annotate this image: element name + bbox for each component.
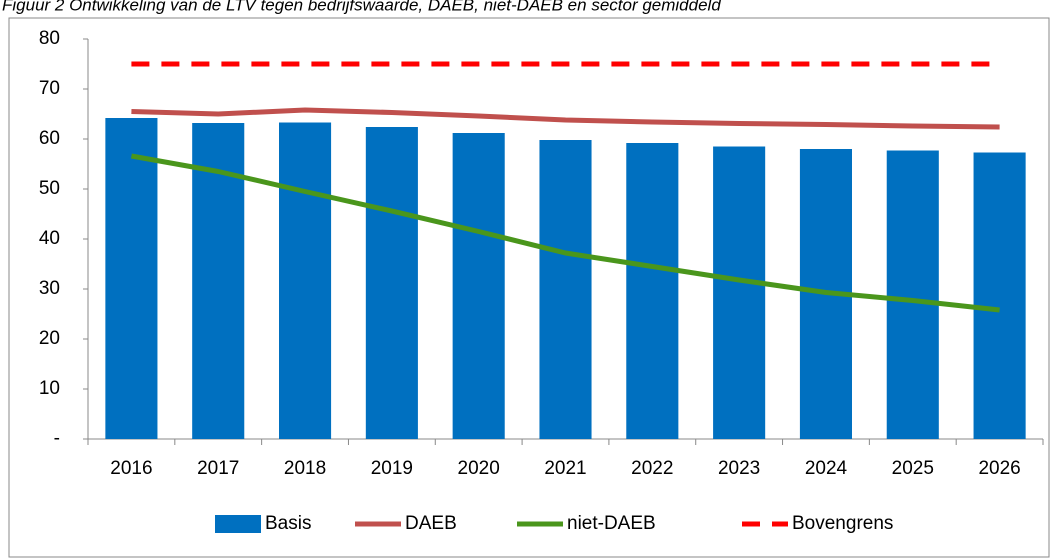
y-tick-label: 20 [39, 328, 60, 349]
x-tick-label: 2026 [978, 458, 1020, 479]
x-tick-label: 2024 [805, 458, 848, 479]
line [130, 153, 1000, 313]
y-tick-label: 50 [39, 178, 60, 199]
bar [713, 146, 766, 439]
bar [539, 140, 592, 439]
chart-title: Figuur 2 Ontwikkeling van de LTV tegen b… [2, 0, 721, 14]
chart-frame [8, 17, 1050, 558]
legend-label: Bovengrens [792, 513, 893, 534]
legend-label: niet-DAEB [567, 513, 656, 534]
x-tick-label: 2023 [718, 458, 760, 479]
x-tick-label: 2018 [284, 458, 326, 479]
bar [452, 133, 505, 439]
x-tick-label: 2019 [371, 458, 413, 479]
x-tick-label: 2016 [110, 458, 152, 479]
legend-swatch [215, 515, 261, 533]
x-tick-label: 2017 [197, 458, 239, 479]
y-tick-label: - [54, 428, 60, 449]
bar [886, 150, 939, 439]
bar [105, 118, 158, 439]
y-tick-label: 30 [39, 278, 60, 299]
y-tick-label: 60 [39, 128, 60, 149]
bar [365, 127, 418, 439]
bar [626, 143, 679, 439]
bar [279, 122, 332, 439]
y-tick-label: 70 [39, 78, 60, 99]
legend-label: DAEB [405, 513, 457, 534]
x-tick-label: 2025 [892, 458, 934, 479]
y-tick-label: 10 [39, 378, 60, 399]
legend-label: Basis [265, 513, 311, 534]
line [131, 107, 1000, 130]
x-tick-label: 2020 [458, 458, 500, 479]
y-tick-label: 80 [39, 28, 60, 49]
y-tick-label: 40 [39, 228, 60, 249]
x-tick-label: 2021 [544, 458, 586, 479]
bar [973, 152, 1026, 439]
x-tick-label: 2022 [631, 458, 673, 479]
